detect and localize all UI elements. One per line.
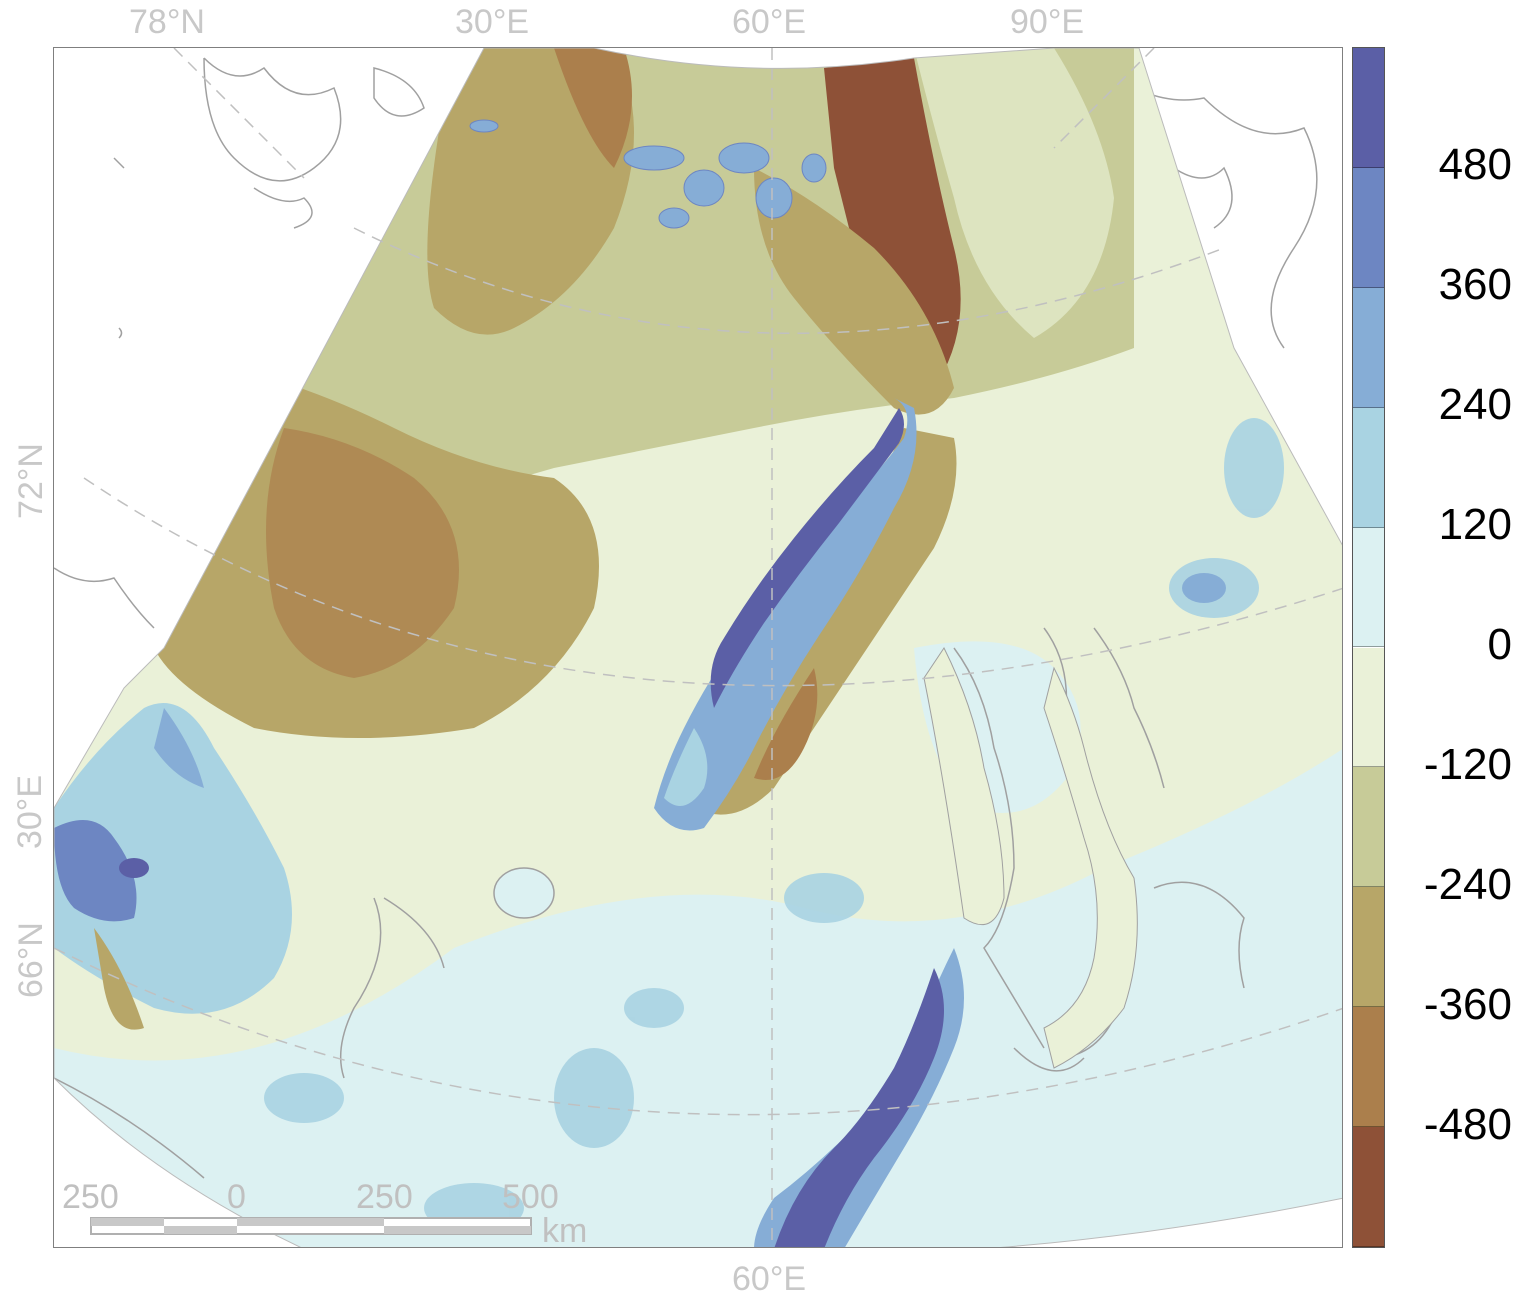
- colorbar-segment: [1353, 1127, 1384, 1247]
- colorbar-tick-0: 0: [1487, 620, 1512, 669]
- top-lat-label-78n: 78°N: [129, 3, 205, 41]
- scale-unit: km: [542, 1212, 588, 1248]
- colorbar-segment: [1353, 48, 1384, 168]
- colorbar-segment: [1353, 1007, 1384, 1128]
- colorbar-tick-minus120: -120: [1423, 740, 1512, 789]
- left-lon-label-30e: 30°E: [11, 774, 50, 850]
- top-lon-label-60e: 60°E: [732, 3, 807, 41]
- top-lon-label-30e: 30°E: [455, 3, 530, 41]
- scale-tick-0: 0: [227, 1178, 246, 1216]
- map-canvas: [54, 48, 1342, 1247]
- colorbar: [1352, 47, 1385, 1248]
- bottom-lon-label-60e: 60°E: [732, 1260, 807, 1298]
- outer-coastlines: [54, 57, 1318, 629]
- colorbar-tick-minus240: -240: [1423, 860, 1512, 909]
- colorbar-tick-480: 480: [1438, 140, 1512, 189]
- colorbar-segment: [1353, 527, 1384, 648]
- colorbar-segment: [1353, 647, 1384, 768]
- colorbar-segment: [1353, 167, 1384, 288]
- colorbar-tick-120: 120: [1438, 500, 1512, 549]
- scale-tick-500: 500: [502, 1178, 559, 1216]
- left-lat-label-72n: 72°N: [11, 443, 50, 519]
- map-panel[interactable]: 250 0 250 500 km: [53, 47, 1343, 1248]
- top-lon-label-90e: 90°E: [1010, 3, 1085, 41]
- colorbar-segment: [1353, 887, 1384, 1008]
- scale-tick-250: 250: [356, 1178, 413, 1216]
- graticule: [54, 48, 1342, 1247]
- scale-bar: [90, 1217, 532, 1235]
- left-lat-label-66n: 66°N: [11, 922, 50, 998]
- colorbar-segment: [1353, 287, 1384, 408]
- colorbar-segment: [1353, 407, 1384, 528]
- colorbar-tick-minus480: -480: [1423, 1100, 1512, 1149]
- scale-tick-250-left: 250: [62, 1178, 119, 1216]
- colorbar-tick-240: 240: [1438, 380, 1512, 429]
- colorbar-tick-minus360: -360: [1423, 980, 1512, 1029]
- bathymetry-fan: [54, 48, 1342, 1247]
- colorbar-tick-360: 360: [1438, 260, 1512, 309]
- colorbar-segment: [1353, 767, 1384, 888]
